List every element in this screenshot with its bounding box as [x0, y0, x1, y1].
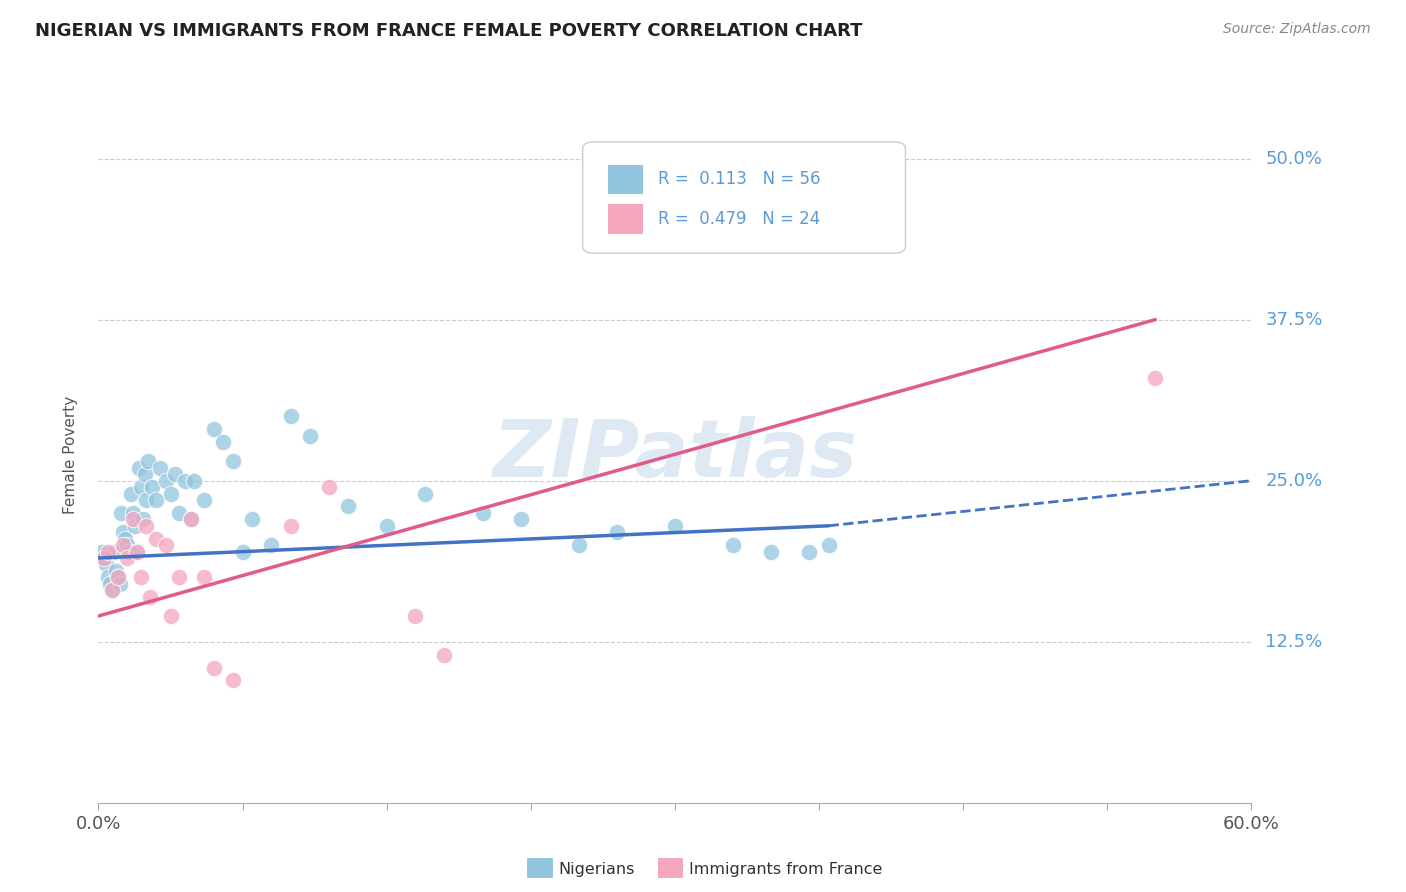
Point	[104, 564, 127, 578]
Point	[405, 609, 427, 624]
Point	[193, 570, 215, 584]
Point	[260, 538, 283, 552]
Point	[155, 474, 177, 488]
Point	[413, 486, 436, 500]
Point	[135, 493, 157, 508]
Point	[231, 544, 254, 558]
Point	[759, 544, 782, 558]
Point	[117, 551, 138, 566]
Point	[141, 480, 163, 494]
Text: NIGERIAN VS IMMIGRANTS FROM FRANCE FEMALE POVERTY CORRELATION CHART: NIGERIAN VS IMMIGRANTS FROM FRANCE FEMAL…	[35, 22, 863, 40]
Point	[193, 493, 215, 508]
Text: Source: ZipAtlas.com: Source: ZipAtlas.com	[1223, 22, 1371, 37]
Point	[180, 512, 202, 526]
Text: Immigrants from France: Immigrants from France	[689, 863, 883, 877]
Point	[124, 518, 146, 533]
Point	[114, 532, 136, 546]
Point	[160, 486, 183, 500]
Point	[160, 609, 183, 624]
Point	[174, 474, 197, 488]
Point	[212, 435, 235, 450]
Point	[318, 480, 340, 494]
Point	[110, 506, 132, 520]
Point	[98, 576, 121, 591]
Point	[664, 518, 686, 533]
Point	[375, 518, 398, 533]
Point	[721, 538, 744, 552]
Point	[93, 551, 115, 566]
Text: Nigerians: Nigerians	[558, 863, 634, 877]
Point	[139, 590, 162, 604]
Point	[145, 532, 167, 546]
Point	[568, 538, 591, 552]
Point	[131, 512, 153, 526]
Text: R =  0.113   N = 56: R = 0.113 N = 56	[658, 170, 820, 188]
Point	[112, 538, 135, 552]
Point	[103, 544, 125, 558]
Point	[167, 570, 190, 584]
Text: 37.5%: 37.5%	[1265, 310, 1323, 328]
Point	[138, 454, 160, 468]
Point	[97, 544, 120, 558]
Point	[93, 551, 115, 566]
FancyBboxPatch shape	[607, 204, 643, 234]
Point	[129, 570, 152, 584]
Text: 50.0%: 50.0%	[1265, 150, 1322, 168]
Point	[101, 583, 124, 598]
Point	[471, 506, 494, 520]
FancyBboxPatch shape	[582, 142, 905, 253]
FancyBboxPatch shape	[607, 165, 643, 194]
Point	[149, 460, 172, 475]
Point	[280, 518, 302, 533]
Point	[433, 648, 456, 662]
Point	[167, 506, 190, 520]
Point	[128, 460, 150, 475]
Point	[165, 467, 187, 482]
Text: R =  0.479   N = 24: R = 0.479 N = 24	[658, 210, 820, 228]
Point	[97, 570, 120, 584]
Point	[240, 512, 263, 526]
Point	[155, 538, 177, 552]
Point	[280, 409, 302, 424]
Point	[107, 570, 129, 584]
Point	[122, 512, 145, 526]
Point	[112, 525, 135, 540]
Point	[510, 512, 533, 526]
Point	[337, 500, 360, 514]
Point	[1144, 370, 1167, 384]
Point	[101, 583, 124, 598]
Point	[122, 506, 145, 520]
Point	[202, 660, 225, 674]
Text: 25.0%: 25.0%	[1265, 472, 1323, 490]
Point	[108, 576, 131, 591]
Point	[298, 428, 321, 442]
Point	[120, 486, 142, 500]
Point	[222, 454, 245, 468]
Point	[125, 544, 148, 558]
Point	[606, 525, 628, 540]
Point	[135, 518, 157, 533]
Point	[180, 512, 202, 526]
Point	[125, 544, 148, 558]
Point	[118, 544, 141, 558]
Point	[202, 422, 225, 436]
Point	[117, 538, 138, 552]
Point	[222, 673, 245, 688]
Point	[94, 558, 117, 572]
Point	[145, 493, 167, 508]
Y-axis label: Female Poverty: Female Poverty	[63, 396, 77, 514]
Text: ZIPatlas: ZIPatlas	[492, 416, 858, 494]
Point	[183, 474, 205, 488]
Point	[817, 538, 839, 552]
Point	[129, 480, 152, 494]
Text: 12.5%: 12.5%	[1265, 632, 1323, 651]
Point	[107, 570, 129, 584]
Point	[134, 467, 156, 482]
Point	[91, 544, 114, 558]
Point	[799, 544, 821, 558]
